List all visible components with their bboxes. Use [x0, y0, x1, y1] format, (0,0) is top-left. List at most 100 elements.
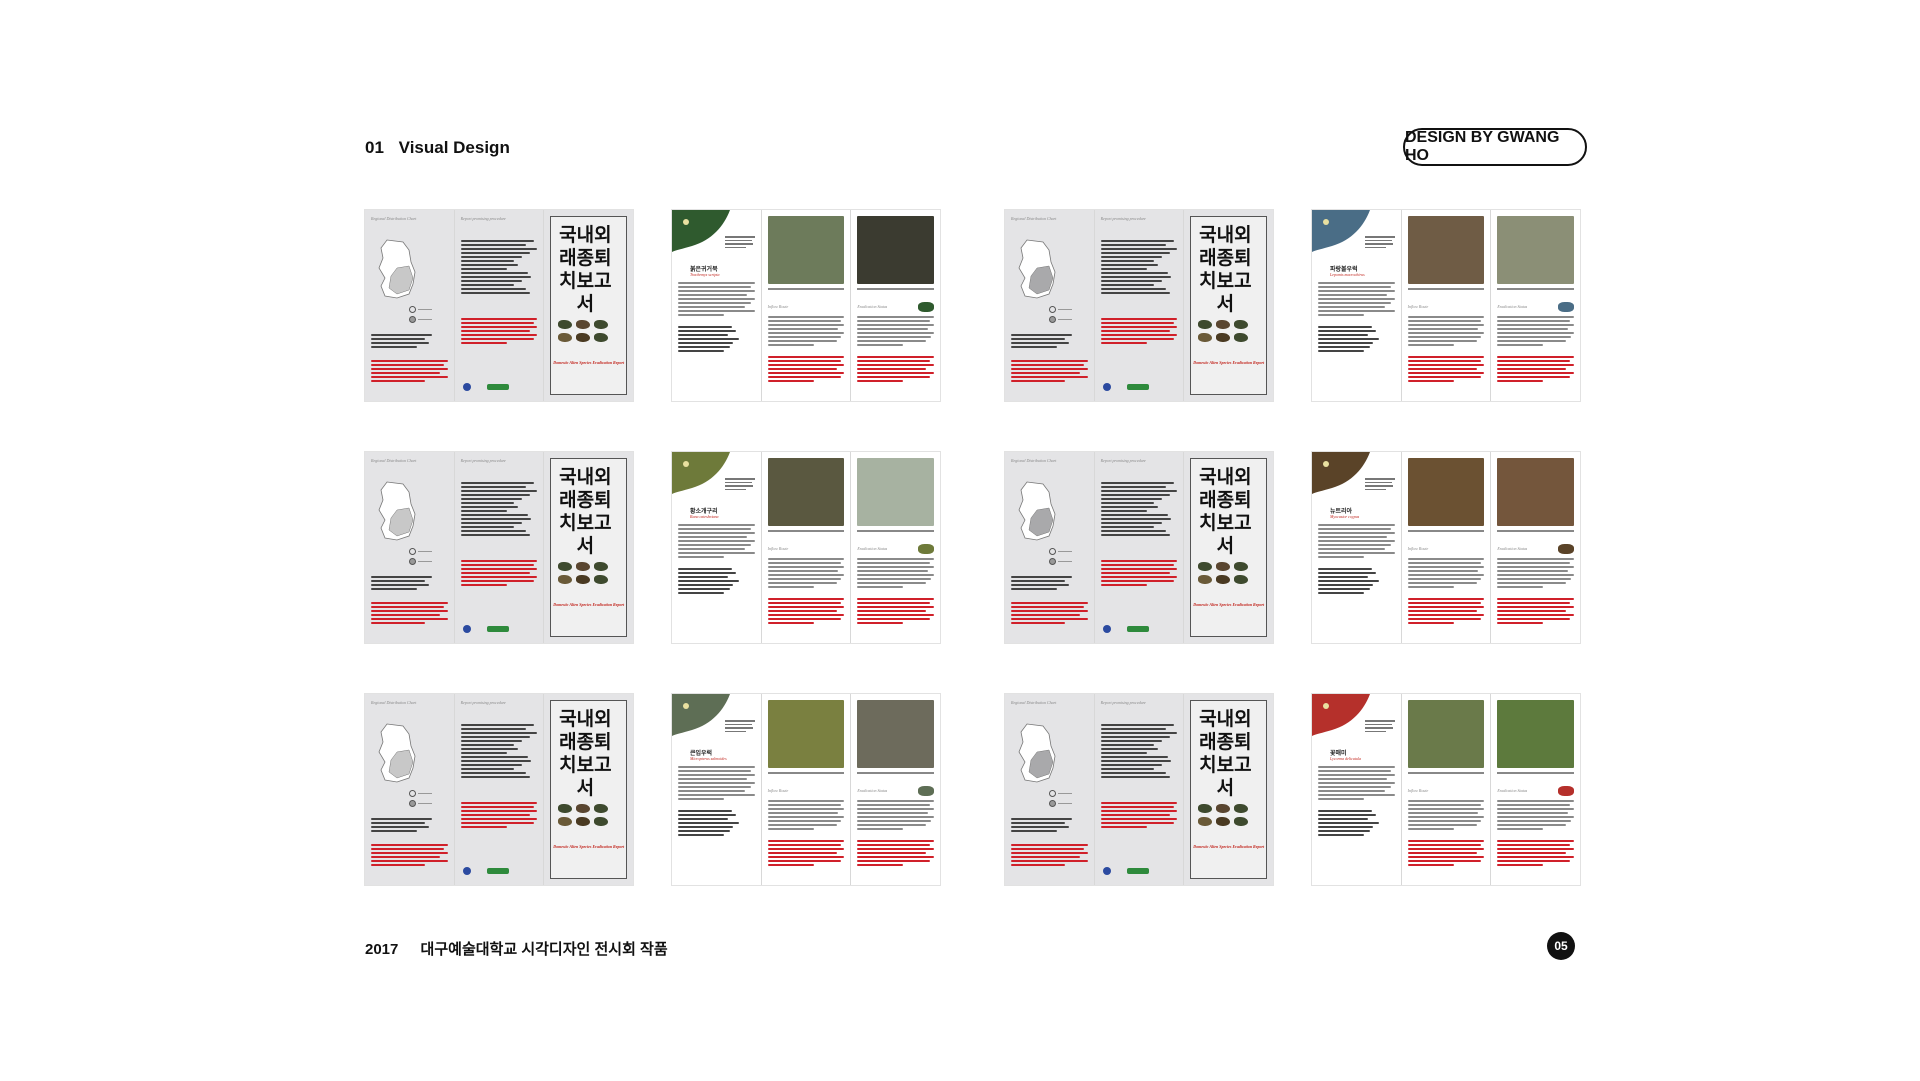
procedure-title: Report promising procedure [1100, 216, 1146, 221]
report-title: 국내외래종퇴치보고서 [559, 224, 612, 315]
footer-caption: 2017 대구예술대학교 시각디자인 전시회 작품 [365, 938, 668, 959]
eradication-text [1497, 316, 1575, 348]
inflow-text [767, 316, 845, 348]
map-summary [371, 602, 448, 626]
report-cover-brochure: Regional Distribution Chart Report promi… [1005, 452, 1274, 643]
agency-logos [1102, 625, 1149, 633]
species-icons [1198, 562, 1254, 584]
korea-map-icon [1018, 481, 1056, 541]
map-notes [1011, 818, 1088, 834]
map-summary [1011, 360, 1088, 384]
page-number: 05 [1547, 932, 1575, 960]
inflow-warning [767, 356, 845, 384]
map-legend [409, 790, 432, 810]
inflow-warning [1407, 598, 1485, 626]
agency-logos [462, 625, 509, 633]
species-stats [1318, 810, 1395, 838]
eradication-title: Eradication Status [1497, 546, 1528, 551]
species-icons [558, 562, 614, 584]
species-illustration-icon [1312, 210, 1370, 252]
species-scientific-name: Lycorma delicatula [1330, 756, 1362, 761]
procedure-list [1100, 482, 1178, 538]
korea-map-icon [378, 481, 416, 541]
map-notes [371, 334, 448, 350]
species-brochure: 꽃매미 Lycorma delicatula Inflow Route Erad… [1312, 694, 1581, 885]
species-mini-icon [918, 544, 935, 554]
map-panel-title: Regional Distribution Chart [1011, 458, 1057, 463]
report-title-english: Domestic Alien Species Eradication Repor… [553, 360, 625, 365]
map-notes [371, 576, 448, 592]
procedure-list [460, 482, 538, 538]
inflow-title: Inflow Route [1407, 788, 1429, 793]
species-name: 붉은귀거북 [690, 267, 718, 273]
eradication-text [1497, 558, 1575, 590]
report-cover-brochure: Regional Distribution Chart Report promi… [365, 210, 634, 401]
species-name: 뉴트리아 [1330, 509, 1353, 515]
inflow-text [1407, 558, 1485, 590]
inflow-title: Inflow Route [767, 304, 789, 309]
map-legend [409, 306, 432, 326]
species-scientific-name: Lepomis macrochirus [1330, 272, 1365, 277]
eradication-title: Eradication Status [857, 788, 888, 793]
habitat-photo [857, 700, 935, 768]
species-description [678, 282, 755, 318]
eradication-title: Eradication Status [857, 546, 888, 551]
inflow-text [1407, 316, 1485, 348]
species-description [678, 524, 755, 560]
inflow-title: Inflow Route [1407, 546, 1429, 551]
title-panel: 국내외래종퇴치보고서 Domestic Alien Species Eradic… [543, 210, 634, 401]
map-notes [1011, 576, 1088, 592]
procedure-warning [460, 802, 538, 830]
species-photo [767, 458, 845, 526]
inflow-warning [1407, 356, 1485, 384]
section-title: Visual Design [398, 138, 510, 157]
species-cover-panel: 큰입우럭 Micropterus salmoides [672, 694, 761, 885]
distribution-map-panel: Regional Distribution Chart [365, 452, 454, 643]
procedure-warning [1100, 560, 1178, 588]
report-cover-brochure: Regional Distribution Chart Report promi… [365, 694, 634, 885]
procedure-list [1100, 240, 1178, 296]
species-brochure: 붉은귀거북 Trachemys scripta Inflow Route Era… [672, 210, 941, 401]
map-summary [371, 844, 448, 868]
map-panel-title: Regional Distribution Chart [371, 458, 417, 463]
inflow-text [767, 800, 845, 832]
species-brochure: 파랑볼우럭 Lepomis macrochirus Inflow Route E… [1312, 210, 1581, 401]
title-panel: 국내외래종퇴치보고서 Domestic Alien Species Eradic… [543, 694, 634, 885]
species-illustration-icon [1312, 694, 1370, 736]
procedure-warning [1100, 318, 1178, 346]
procedure-title: Report promising procedure [1100, 458, 1146, 463]
species-icons [558, 320, 614, 342]
inflow-panel: Inflow Route [760, 694, 851, 885]
title-panel: 국내외래종퇴치보고서 Domestic Alien Species Eradic… [1183, 210, 1274, 401]
species-photo [767, 216, 845, 284]
procedure-list [460, 240, 538, 296]
species-description [678, 766, 755, 802]
species-description [1318, 282, 1395, 318]
species-stats [1318, 568, 1395, 596]
inflow-warning [1407, 840, 1485, 868]
distribution-map-panel: Regional Distribution Chart [365, 694, 454, 885]
report-title-english: Domestic Alien Species Eradication Repor… [553, 602, 625, 607]
species-mini-icon [1558, 786, 1575, 796]
procedure-panel: Report promising procedure [1093, 452, 1184, 643]
species-cover-panel: 붉은귀거북 Trachemys scripta [672, 210, 761, 401]
species-icons [1198, 320, 1254, 342]
korea-map-icon [1018, 239, 1056, 299]
species-cover-panel: 황소개구리 Rana catesbeiana [672, 452, 761, 643]
species-description [1318, 524, 1395, 560]
map-summary [371, 360, 448, 384]
eradication-text [857, 800, 935, 832]
species-brochure: 뉴트리아 Myocastor coypus Inflow Route Eradi… [1312, 452, 1581, 643]
inflow-title: Inflow Route [767, 788, 789, 793]
inflow-title: Inflow Route [1407, 304, 1429, 309]
procedure-title: Report promising procedure [460, 216, 506, 221]
map-summary [1011, 602, 1088, 626]
species-illustration-icon [672, 694, 730, 736]
procedure-panel: Report promising procedure [453, 210, 544, 401]
species-illustration-icon [672, 210, 730, 252]
species-name: 꽃매미 [1330, 751, 1347, 757]
species-photo [1407, 700, 1485, 768]
report-title: 국내외래종퇴치보고서 [1199, 466, 1252, 557]
procedure-title: Report promising procedure [460, 458, 506, 463]
procedure-panel: Report promising procedure [453, 452, 544, 643]
